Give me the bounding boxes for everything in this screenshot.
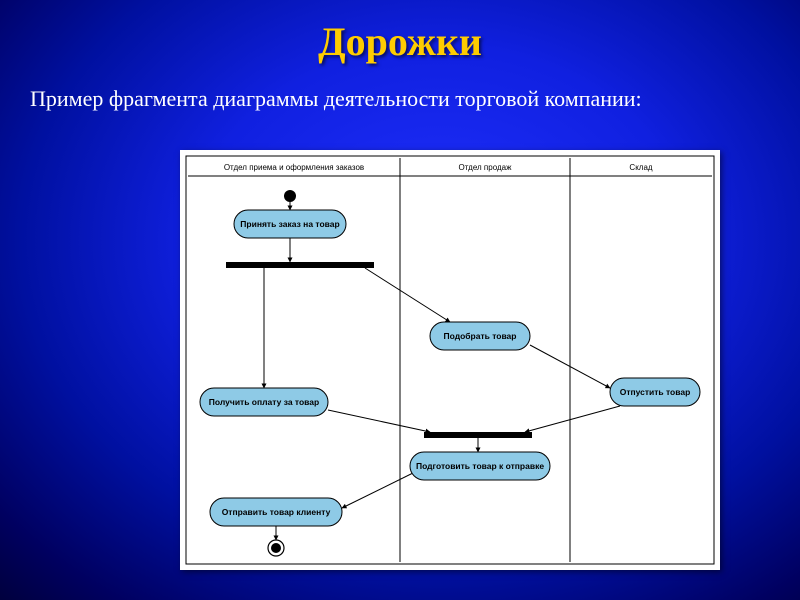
svg-text:Отдел продаж: Отдел продаж (459, 163, 513, 172)
svg-text:Отпустить товар: Отпустить товар (620, 387, 691, 397)
svg-text:Подготовить товар к отправке: Подготовить товар к отправке (416, 461, 544, 471)
svg-text:Отправить товар клиенту: Отправить товар клиенту (222, 507, 331, 517)
svg-text:Отдел приема и оформления зака: Отдел приема и оформления заказов (224, 163, 364, 172)
slide: Дорожки Пример фрагмента диаграммы деяте… (0, 0, 800, 600)
svg-text:Принять заказ на товар: Принять заказ на товар (240, 219, 339, 229)
svg-text:Склад: Склад (629, 163, 652, 172)
slide-subtitle: Пример фрагмента диаграммы деятельности … (30, 85, 770, 113)
activity-diagram: Отдел приема и оформления заказов Отдел п… (180, 150, 720, 570)
slide-title: Дорожки (0, 18, 800, 65)
svg-text:Подобрать товар: Подобрать товар (444, 331, 517, 341)
svg-text:Получить оплату за товар: Получить оплату за товар (209, 397, 319, 407)
